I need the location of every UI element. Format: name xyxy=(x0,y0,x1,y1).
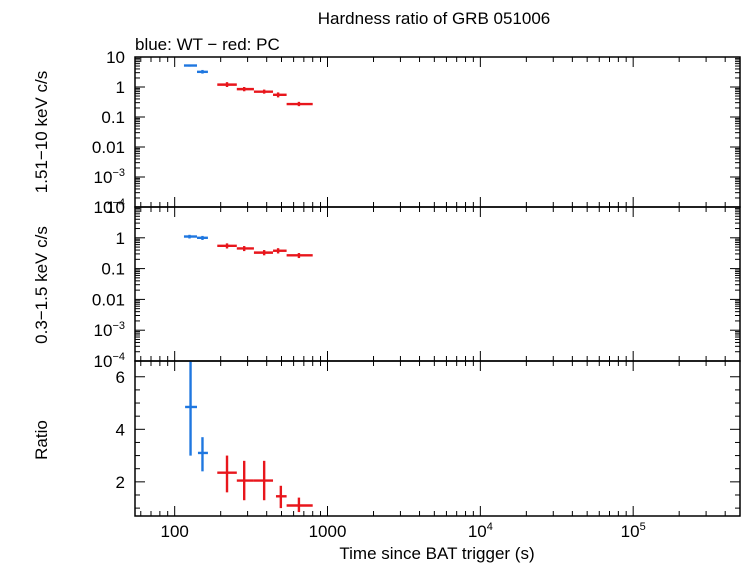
y-tick-label: 0.01 xyxy=(92,290,125,309)
data-point-pc xyxy=(286,497,313,513)
panels-group: 10 1 0.1 0.01 10−3 10−4 1.51−10 keV c/s 10 1 0.1 0… xyxy=(32,48,741,541)
panel-frame xyxy=(134,56,741,208)
data-ratio xyxy=(185,361,313,513)
data-point-pc xyxy=(253,89,274,94)
x-tick-label: 105 xyxy=(621,521,646,541)
y-tick-label: 4 xyxy=(116,420,125,439)
data-point-pc xyxy=(236,246,254,252)
panel-hard: 10 1 0.1 0.01 10−3 10−4 1.51−10 keV c/s xyxy=(32,48,741,217)
panel-ratio: 6 4 2 Ratio xyxy=(32,360,741,517)
data-point-wt xyxy=(185,361,198,456)
data-point-pc xyxy=(253,460,274,501)
y-tick-label: 10−3 xyxy=(94,320,125,340)
data-point-pc xyxy=(273,92,287,98)
data-point-pc xyxy=(217,455,237,493)
y-tick-label: 0.01 xyxy=(92,138,125,157)
panel-frame xyxy=(134,360,741,517)
data-point-wt xyxy=(197,437,208,472)
x-axis-label: Time since BAT trigger (s) xyxy=(339,544,534,563)
y-tick-label: 1 xyxy=(116,229,125,248)
data-point-wt xyxy=(183,234,198,239)
data-point-pc xyxy=(236,460,254,501)
chart-subtitle: blue: WT − red: PC xyxy=(135,35,280,54)
y-tick-label: 10−4 xyxy=(94,351,125,371)
y-tick-label: 10 xyxy=(106,48,125,67)
y-tick-label: 10−4 xyxy=(94,197,125,217)
data-soft xyxy=(183,234,313,259)
data-point-pc xyxy=(273,248,287,254)
data-point-pc xyxy=(217,82,237,87)
y-tick-label: 1 xyxy=(116,78,125,97)
data-point-pc xyxy=(286,101,313,107)
x-tick-label: 104 xyxy=(468,521,493,541)
y-axis-label-hard: 1.51−10 keV c/s xyxy=(32,71,51,193)
data-hard xyxy=(183,64,313,107)
data-point-pc xyxy=(286,253,313,259)
data-point-pc xyxy=(217,243,237,249)
chart-title: Hardness ratio of GRB 051006 xyxy=(318,9,550,28)
y-tick-label: 6 xyxy=(116,368,125,387)
data-point-wt xyxy=(197,69,208,74)
data-point-wt xyxy=(183,64,198,67)
y-tick-label: 10−3 xyxy=(94,167,125,187)
panel-frame xyxy=(134,206,741,362)
y-axis-label-soft: 0.3−1.5 keV c/s xyxy=(32,226,51,344)
data-point-pc xyxy=(236,87,254,92)
y-tick-label: 0.1 xyxy=(101,260,125,279)
y-tick-label: 10 xyxy=(106,198,125,217)
data-point-pc xyxy=(275,485,287,509)
y-tick-label: 2 xyxy=(116,473,125,492)
x-tick-label: 1000 xyxy=(309,522,347,541)
data-point-pc xyxy=(253,250,274,256)
y-axis-label-ratio: Ratio xyxy=(32,420,51,460)
x-tick-label: 100 xyxy=(160,522,188,541)
panel-soft: 10 1 0.1 0.01 10−3 10−4 0.3−1.5 keV c/s xyxy=(32,198,741,371)
y-tick-label: 0.1 xyxy=(101,108,125,127)
data-point-wt xyxy=(197,235,208,240)
